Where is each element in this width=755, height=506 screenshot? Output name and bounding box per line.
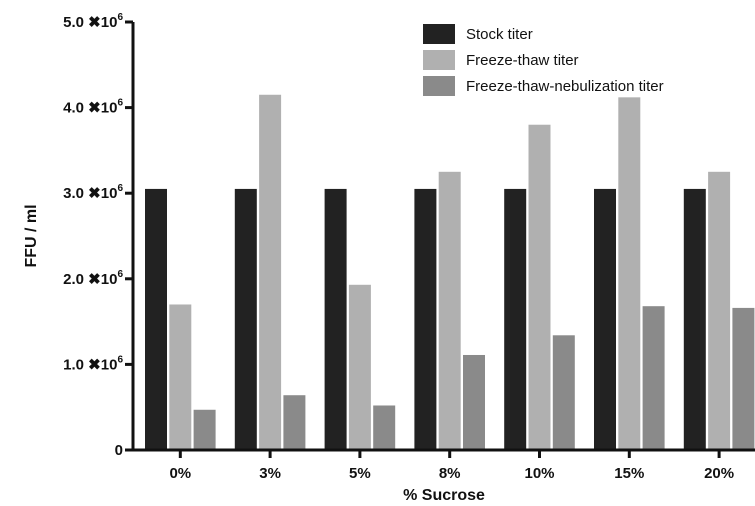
x-tick-label: 0% — [169, 465, 191, 482]
legend-swatch — [423, 76, 455, 96]
legend-label: Stock titer — [466, 26, 533, 43]
y-tick-exponent: 6 — [117, 183, 123, 194]
legend-label: Freeze-thaw titer — [466, 52, 579, 69]
bar-8pct-series-2 — [463, 354, 485, 450]
bar-8pct-series-0 — [414, 188, 437, 451]
y-tick-exponent: 6 — [117, 354, 123, 365]
bar-3pct-series-1 — [259, 94, 282, 450]
bar-10pct-series-1 — [528, 124, 551, 450]
x-tick-label: 20% — [704, 465, 734, 482]
y-tick-label: 5.0 ✖106 — [63, 12, 123, 31]
x-tick-label: 3% — [259, 465, 281, 482]
y-tick-label: 2.0 ✖106 — [63, 269, 123, 288]
x-tick-label: 8% — [439, 465, 461, 482]
bar-8pct-series-1 — [438, 171, 461, 451]
x-tick-label: 10% — [524, 465, 554, 482]
x-tick-label: 5% — [349, 465, 371, 482]
y-tick-label: 3.0 ✖106 — [63, 183, 123, 202]
bar-10pct-series-0 — [504, 188, 527, 451]
bar-3pct-series-0 — [234, 188, 257, 451]
bar-5pct-series-1 — [348, 284, 371, 450]
y-tick-exponent: 6 — [117, 269, 123, 280]
bar-0pct-series-1 — [169, 304, 192, 450]
x-labels-group: 0% 3% 5% 8% 10% 15% 20% — [169, 450, 734, 482]
x-tick-label: 15% — [614, 465, 644, 482]
y-tick-exponent: 6 — [117, 98, 123, 109]
bar-15pct-series-1 — [618, 97, 641, 450]
y-tick-label: 4.0 ✖106 — [63, 98, 123, 117]
bar-0pct-series-0 — [145, 188, 167, 451]
bar-3pct-series-2 — [283, 395, 306, 450]
legend-label: Freeze-thaw-nebulization titer — [466, 78, 664, 95]
bar-20pct-series-1 — [708, 171, 731, 451]
y-tick-label: 1.0 ✖106 — [63, 354, 123, 373]
y-tick-label: 0 — [115, 442, 123, 459]
bar-20pct-series-2 — [732, 307, 755, 450]
y-ticks-group: 0 1.0 ✖106 2.0 ✖106 3.0 ✖106 4.0 ✖106 5.0 ✖10… — [63, 12, 133, 459]
legend-swatch — [423, 50, 455, 70]
axes-group — [131, 22, 755, 452]
bar-10pct-series-2 — [552, 335, 575, 450]
bar-0pct-series-2 — [193, 409, 216, 450]
x-axis-title: % Sucrose — [403, 487, 485, 504]
legend: Stock titer Freeze-thaw titer Freeze-thaw-… — [423, 24, 664, 96]
y-tick-exponent: 6 — [117, 12, 123, 23]
bars-group — [145, 94, 755, 451]
y-axis-title: FFU / ml — [23, 204, 40, 267]
bar-5pct-series-2 — [373, 405, 396, 450]
bar-15pct-series-2 — [642, 306, 665, 450]
bar-20pct-series-0 — [683, 188, 706, 451]
legend-swatch — [423, 24, 455, 44]
bar-15pct-series-0 — [594, 188, 616, 451]
bar-5pct-series-0 — [324, 188, 347, 451]
